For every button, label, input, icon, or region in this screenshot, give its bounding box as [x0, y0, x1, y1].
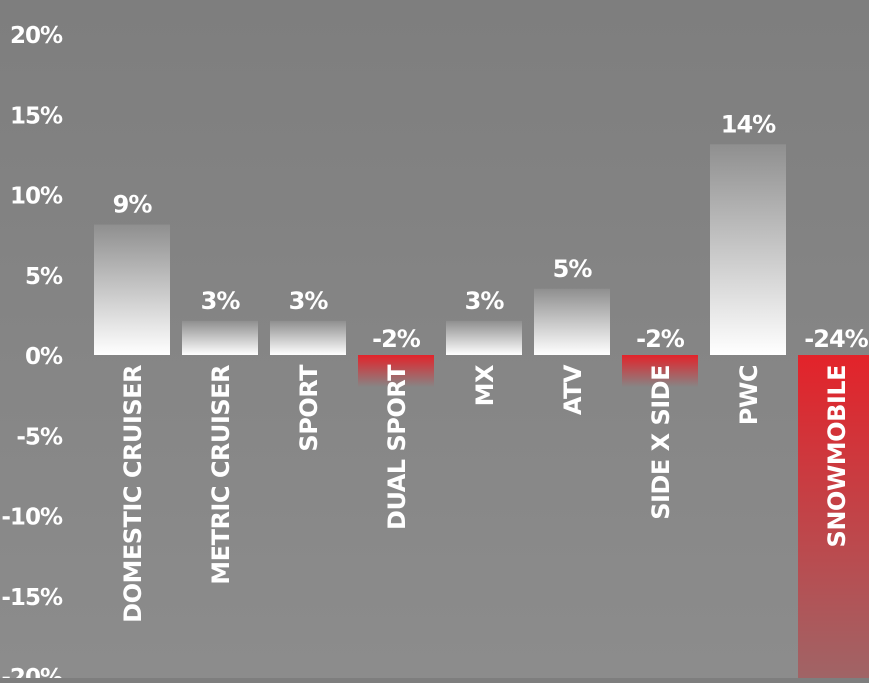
category-label: METRIC CRUISER	[207, 365, 235, 585]
bar	[710, 144, 786, 355]
bar	[798, 355, 869, 678]
category-label: DUAL SPORT	[383, 364, 411, 530]
category-label: SNOWMOBILE	[823, 365, 851, 547]
category-label: PWC	[735, 365, 763, 425]
category-label: MX	[471, 364, 499, 406]
data-label: 3%	[289, 287, 329, 315]
data-label: 14%	[721, 110, 776, 138]
data-label: 9%	[113, 191, 153, 219]
bar	[622, 355, 698, 388]
bars-layer	[94, 144, 869, 678]
y-tick-label: -20%	[1, 665, 63, 678]
data-label: 3%	[465, 287, 505, 315]
bar	[534, 288, 610, 355]
y-tick-label: -5%	[16, 424, 63, 450]
y-tick-label: -10%	[1, 505, 63, 531]
data-label: 5%	[553, 255, 593, 283]
category-label: ATV	[559, 364, 587, 415]
data-label: -24%	[804, 325, 868, 353]
category-label: SPORT	[295, 364, 323, 452]
y-tick-label: 15%	[10, 103, 63, 129]
y-tick-label: 5%	[25, 264, 63, 290]
data-label: 3%	[201, 287, 241, 315]
y-tick-label: -15%	[1, 585, 63, 611]
data-label: -2%	[372, 325, 421, 353]
category-label: DOMESTIC CRUISER	[119, 365, 147, 623]
bar	[94, 224, 170, 355]
y-tick-label: 10%	[10, 184, 63, 210]
bar	[182, 320, 258, 355]
labels-layer: 9% DOMESTIC CRUISER 3% METRIC CRUISER 3% SPOR…	[113, 110, 869, 623]
data-label: -2%	[636, 325, 685, 353]
y-tick-label: 20%	[10, 23, 63, 49]
category-label: SIDE X SIDE	[647, 365, 675, 520]
y-tick-label: 0%	[25, 344, 63, 370]
bar	[270, 320, 346, 355]
bar	[446, 320, 522, 355]
bar	[358, 355, 434, 388]
y-axis: 20% 15% 10% 5% 0% -5% -10% -15% -20%	[1, 23, 64, 683]
